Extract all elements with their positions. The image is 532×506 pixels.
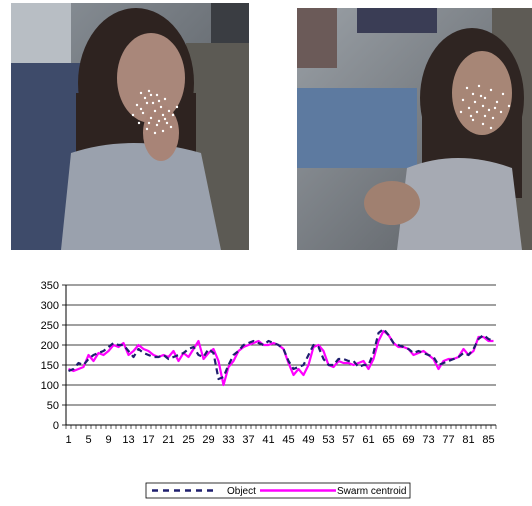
- x-tick-labels: 1 5 9 13 17 21 25 29 33 37 41 45 49 53 57 61 65 69 73 77 81 8…: [65, 434, 494, 446]
- x-tick-label: 13: [122, 434, 134, 446]
- legend: Object Swarm centroid: [145, 482, 411, 499]
- right-photo-image: [297, 8, 532, 250]
- x-tick-label: 77: [442, 434, 454, 446]
- y-tick-label: 300: [41, 300, 59, 312]
- left-photo: [11, 3, 249, 250]
- x-tick-label: 65: [382, 434, 394, 446]
- x-tick-label: 37: [242, 434, 254, 446]
- x-tick-label: 33: [222, 434, 234, 446]
- x-tick-label: 73: [422, 434, 434, 446]
- x-tick-label: 25: [182, 434, 194, 446]
- x-tick-label: 21: [162, 434, 174, 446]
- y-tick-label: 350: [41, 280, 59, 292]
- x-tick-label: 5: [85, 434, 91, 446]
- y-tick-label: 0: [53, 420, 59, 432]
- y-tick-label: 100: [41, 380, 59, 392]
- x-tick-label: 69: [402, 434, 414, 446]
- axes: [62, 284, 497, 429]
- series-lines: [68, 327, 494, 387]
- x-tick-label: 17: [142, 434, 154, 446]
- series-line-swarm-centroid: [68, 329, 494, 387]
- x-tick-label: 61: [362, 434, 374, 446]
- x-tick-label: 1: [65, 434, 71, 446]
- left-photo-image: [11, 3, 249, 250]
- y-tick-label: 150: [41, 360, 59, 372]
- x-tick-label: 45: [282, 434, 294, 446]
- x-tick-label: 81: [462, 434, 474, 446]
- right-photo: [297, 8, 532, 250]
- y-tick-labels: 0 50 100 150 200 250 300 350: [41, 280, 59, 432]
- x-tick-label: 57: [342, 434, 354, 446]
- x-tick-label: 49: [302, 434, 314, 446]
- grid-lines: [66, 284, 496, 426]
- tracking-chart: 0 50 100 150 200 250 300 350 1 5 9 13 17 21 25 29 33 37 4…: [0, 272, 532, 501]
- y-tick-label: 200: [41, 340, 59, 352]
- x-tick-label: 41: [262, 434, 274, 446]
- x-tick-label: 53: [322, 434, 334, 446]
- x-tick-label: 9: [105, 434, 111, 446]
- y-tick-label: 50: [47, 400, 59, 412]
- series-line-object: [68, 327, 494, 381]
- legend-swarm-label: Swarm centroid: [337, 486, 406, 497]
- legend-object-label: Object: [227, 486, 256, 497]
- y-tick-label: 250: [41, 320, 59, 332]
- chart-svg: 0 50 100 150 200 250 300 350 1 5 9 13 17 21 25 29 33 37 4…: [41, 280, 497, 499]
- x-tick-label: 29: [202, 434, 214, 446]
- x-tick-label: 85: [482, 434, 494, 446]
